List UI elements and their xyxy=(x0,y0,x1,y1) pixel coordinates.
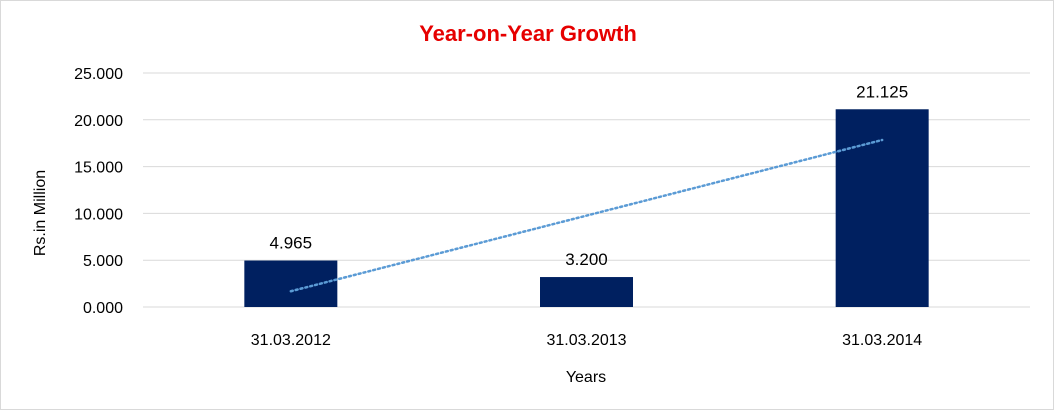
data-label: 4.965 xyxy=(270,234,313,253)
y-tick-label: 15.000 xyxy=(74,160,123,177)
x-axis-ticks: 31.03.2012 31.03.2013 31.03.2014 xyxy=(251,332,923,349)
data-label: 3.200 xyxy=(565,250,608,269)
chart-title: Year-on-Year Growth xyxy=(419,21,637,46)
y-tick-label: 0.000 xyxy=(83,300,123,317)
x-tick-label: 31.03.2014 xyxy=(842,332,922,349)
y-tick-label: 25.000 xyxy=(74,66,123,83)
x-tick-label: 31.03.2012 xyxy=(251,332,331,349)
y-axis-ticks: 0.000 5.000 10.000 15.000 20.000 25.000 xyxy=(74,66,123,317)
trendline xyxy=(289,138,884,293)
bar xyxy=(540,277,633,307)
bar xyxy=(244,260,338,307)
bar xyxy=(835,109,929,308)
y-tick-label: 10.000 xyxy=(74,206,123,223)
data-label: 21.125 xyxy=(856,82,908,101)
data-labels: 4.965 3.200 21.125 xyxy=(270,82,909,269)
y-axis-title: Rs.in Million xyxy=(32,170,49,256)
trendline-group xyxy=(289,138,884,293)
y-tick-label: 20.000 xyxy=(74,113,123,130)
bars xyxy=(244,109,929,308)
x-tick-label: 31.03.2013 xyxy=(546,332,626,349)
y-tick-label: 5.000 xyxy=(83,253,123,270)
x-axis-title: Years xyxy=(566,369,606,386)
